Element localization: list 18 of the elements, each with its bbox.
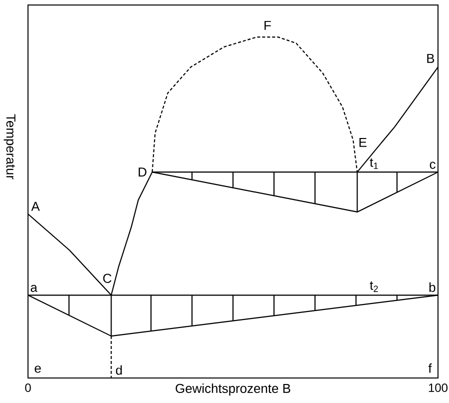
annotation: c	[430, 162, 436, 169]
x-tick-label: 100	[428, 384, 448, 392]
annotation: F	[264, 20, 271, 30]
annotation: B	[427, 54, 434, 63]
annotation: C	[103, 274, 112, 283]
annotation: t$_{1}$	[370, 158, 378, 169]
annotation: a	[30, 284, 38, 292]
annotation: e	[34, 366, 41, 373]
annotation: f	[428, 363, 432, 373]
annotation: t$_{2}$	[370, 281, 378, 292]
annotation: d	[116, 365, 122, 375]
annotation: E	[359, 138, 367, 147]
annotation: A	[31, 202, 40, 211]
annotation: b	[429, 282, 436, 292]
x-axis-title: Gewichtsprozente B	[176, 384, 290, 396]
annotation: D	[138, 168, 146, 177]
y-axis-title: Temperatur	[4, 114, 16, 180]
x-tick-label: 0	[25, 384, 31, 392]
